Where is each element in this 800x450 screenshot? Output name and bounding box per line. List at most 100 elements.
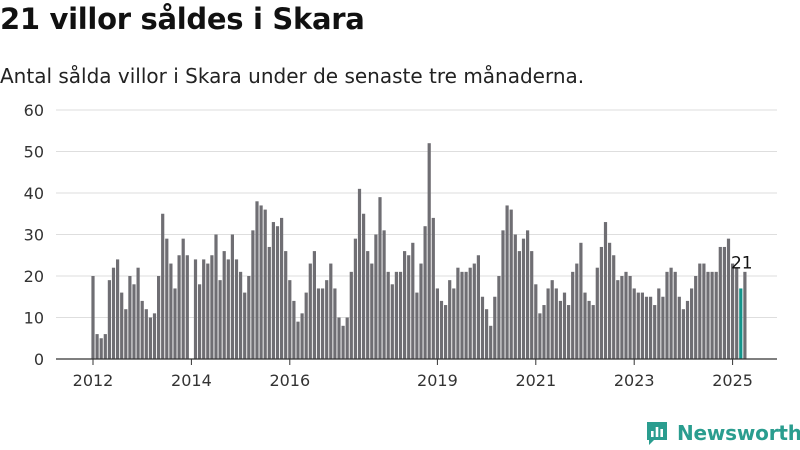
bar: [439, 300, 444, 359]
bar: [485, 309, 489, 359]
brand-name: Newsworthy: [677, 421, 800, 445]
bar: [378, 197, 382, 359]
bar: [435, 288, 439, 359]
bar: [526, 230, 530, 359]
bar: [735, 267, 739, 359]
bar: [312, 251, 316, 359]
bar: [456, 267, 460, 359]
bar: [546, 288, 550, 359]
bar: [489, 325, 493, 359]
bar: [444, 305, 448, 359]
y-tick-label: 10: [24, 309, 44, 328]
bar: [636, 292, 640, 359]
bar: [329, 263, 333, 359]
bar: [620, 276, 624, 359]
bar: [558, 300, 562, 359]
y-tick-label: 40: [24, 184, 44, 203]
bar: [366, 251, 370, 359]
bar: [403, 251, 407, 359]
bar: [292, 300, 296, 359]
bar: [722, 246, 726, 359]
bar: [111, 267, 116, 359]
bar: [464, 271, 468, 359]
x-tick-label: 2021: [515, 371, 556, 390]
bar: [579, 242, 583, 359]
bar: [538, 313, 542, 359]
x-tick-label: 2016: [269, 371, 310, 390]
bar: [226, 259, 230, 359]
bar: [251, 230, 255, 359]
bar: [91, 276, 95, 359]
bar: [103, 334, 107, 359]
bar: [152, 313, 157, 359]
bar: [300, 313, 304, 359]
bar: [673, 271, 677, 359]
bar: [341, 325, 345, 359]
bar: [690, 288, 694, 359]
bar: [480, 296, 485, 359]
bar: [140, 300, 144, 359]
bar: [509, 209, 513, 359]
bar: [624, 271, 628, 359]
bar: [657, 288, 661, 359]
bar: [271, 222, 275, 359]
bar: [554, 288, 558, 359]
bar: [714, 271, 718, 359]
bar: [493, 296, 497, 359]
bar: [706, 271, 710, 359]
bar: [132, 284, 136, 359]
bar: [308, 263, 312, 359]
bar: [407, 255, 411, 359]
data-label: 21: [731, 253, 753, 273]
bar: [124, 309, 128, 359]
bar: [517, 251, 521, 359]
bar: [370, 263, 374, 359]
bar: [230, 234, 234, 359]
bar: [275, 226, 280, 359]
bar: [521, 238, 526, 359]
bar: [120, 292, 124, 359]
y-tick-label: 20: [24, 267, 44, 286]
y-tick-label: 50: [24, 143, 44, 162]
bar: [99, 338, 103, 359]
bar: [255, 201, 259, 359]
page-title: 21 villor såldes i Skara: [0, 2, 365, 36]
bar: [718, 246, 722, 359]
bar: [353, 238, 357, 359]
bar: [321, 288, 325, 359]
bar: [476, 255, 480, 359]
bar: [349, 271, 353, 359]
bar: [702, 263, 706, 359]
bar: [247, 276, 251, 359]
bar: [583, 292, 587, 359]
bar: [448, 280, 452, 359]
y-tick-label: 30: [24, 226, 44, 245]
bar: [362, 213, 366, 359]
bar: [206, 263, 210, 359]
bar: [148, 317, 152, 359]
bar: [595, 267, 599, 359]
bar: [505, 205, 509, 359]
bar: [669, 267, 673, 359]
bar: [661, 296, 665, 359]
bar: [460, 271, 464, 359]
bar: [181, 238, 185, 359]
bar: [398, 271, 403, 359]
bar: [431, 217, 435, 359]
bar: [640, 292, 644, 359]
bar: [653, 305, 657, 359]
chart-subtitle: Antal sålda villor i Skara under de sena…: [0, 64, 585, 88]
bar: [263, 209, 267, 359]
bar: [316, 288, 321, 359]
bar: [185, 255, 189, 359]
bar-chart: 0 10 20 30 40 50 60 2012 2014 2016 2019 2021 2023 202…: [24, 101, 777, 390]
bar: [136, 267, 140, 359]
bar: [649, 296, 653, 359]
x-tick-label: 2014: [171, 371, 212, 390]
bar: [513, 234, 517, 359]
bar: [530, 251, 534, 359]
bar: [501, 230, 505, 359]
bar: [169, 263, 173, 359]
bar: [394, 271, 398, 359]
bar: [222, 251, 226, 359]
